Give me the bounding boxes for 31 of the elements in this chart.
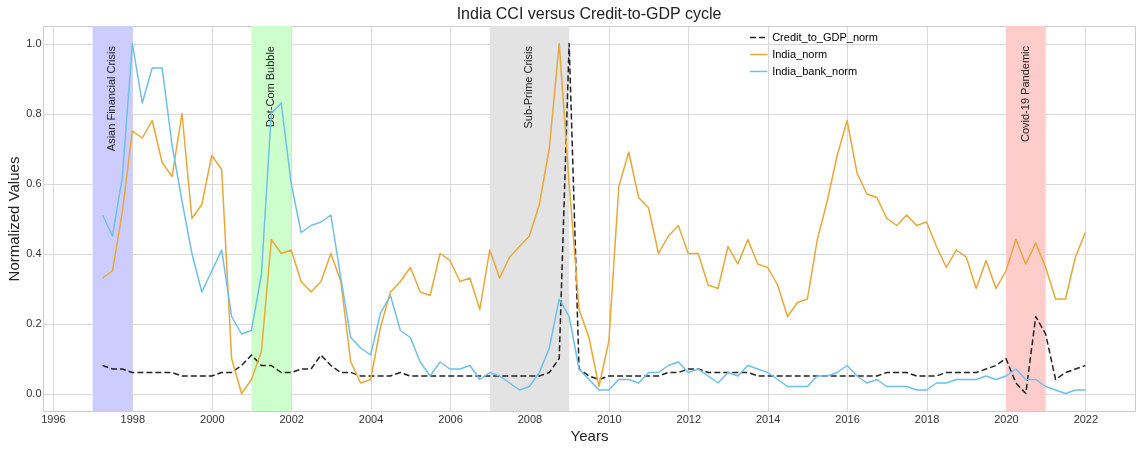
chart-title: India CCI versus Credit-to-GDP cycle	[456, 5, 722, 22]
y-tick-label: 0.0	[26, 387, 42, 399]
legend-label: India_bank_norm	[772, 64, 858, 77]
band-label: Dot-Com Bubble	[264, 46, 277, 128]
y-tick-label: 0.8	[26, 107, 42, 119]
x-tick-label: 2014	[755, 412, 781, 425]
x-tick-label: 2004	[358, 412, 384, 425]
x-tick-label: 2020	[994, 412, 1019, 425]
x-tick-label: 2016	[835, 412, 860, 425]
y-tick-label: 0.6	[26, 177, 42, 189]
band-label: Covid-19 Pandemic	[1018, 45, 1031, 142]
x-tick-label: 2010	[597, 412, 622, 425]
x-tick-label: 2000	[200, 412, 225, 425]
line-series	[101, 42, 1087, 395]
x-axis-title: Years	[570, 426, 609, 444]
y-axis-title: Normalized Values	[5, 156, 23, 282]
band-label: Asian Financial Crisis	[105, 45, 118, 152]
legend-label: Credit_to_GDP_norm	[772, 30, 878, 43]
x-tick-label: 1996	[41, 412, 66, 425]
x-tick-label: 1998	[120, 412, 146, 425]
x-tick-label: 2008	[517, 412, 543, 425]
x-tick-label: 2022	[1073, 412, 1099, 425]
x-tick-label: 2002	[279, 412, 304, 425]
y-tick-label: 0.4	[26, 247, 42, 259]
x-tick-label: 2018	[914, 412, 940, 425]
x-tick-label: 2012	[676, 412, 702, 425]
x-tick-label: 2006	[438, 412, 463, 425]
y-tick-label: 1.0	[26, 37, 42, 49]
y-tick-label: 0.2	[26, 317, 42, 329]
band-label: Sub-Prime Crisis	[522, 45, 535, 129]
legend-label: India_norm	[772, 47, 828, 60]
